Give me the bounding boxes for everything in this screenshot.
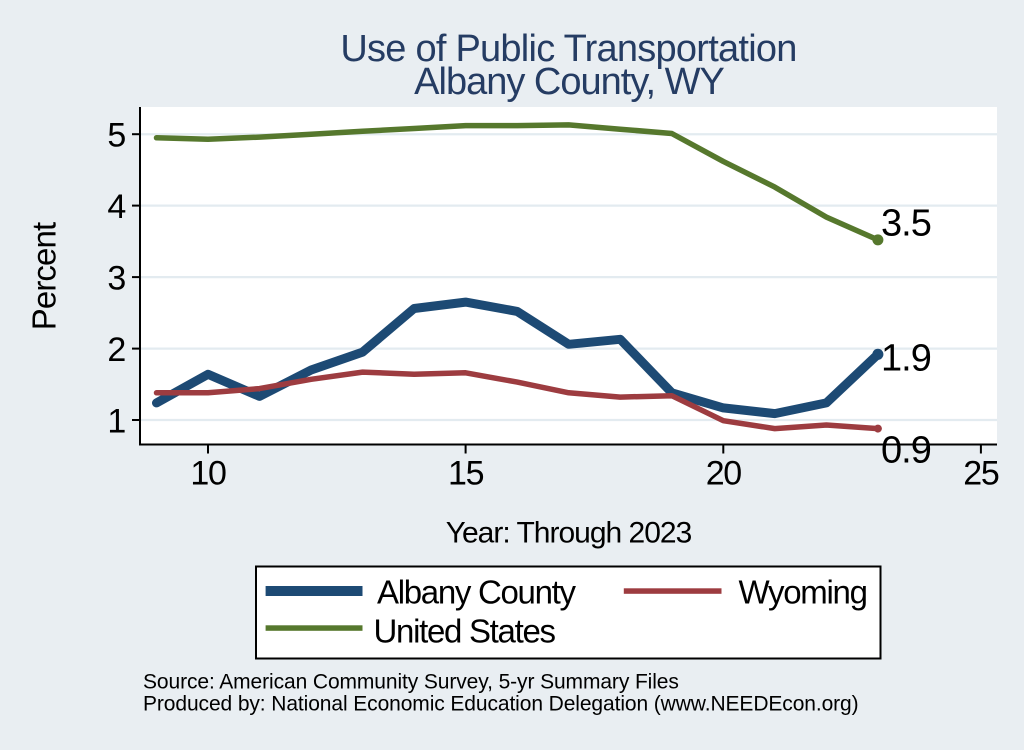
svg-text:Albany County, WY: Albany County, WY [414,61,724,103]
svg-text:3.5: 3.5 [881,203,931,245]
svg-text:10: 10 [190,455,226,493]
svg-text:4: 4 [107,188,125,226]
svg-text:Source: American Community Sur: Source: American Community Survey, 5-yr … [143,671,679,694]
svg-text:25: 25 [963,455,999,493]
svg-text:1: 1 [107,402,125,440]
svg-text:15: 15 [448,455,484,493]
svg-text:Albany County: Albany County [377,574,577,611]
svg-text:Wyoming: Wyoming [739,574,867,611]
svg-text:0.9: 0.9 [881,430,931,472]
svg-text:5: 5 [107,117,125,155]
svg-text:Year: Through 2023: Year: Through 2023 [446,517,692,550]
svg-text:Percent: Percent [26,222,63,330]
svg-text:20: 20 [706,455,742,493]
svg-text:Use of Public Transportation: Use of Public Transportation [340,28,796,70]
svg-text:2: 2 [107,331,125,369]
svg-text:Produced by: National Economic: Produced by: National Economic Education… [143,693,859,716]
svg-text:United States: United States [374,613,556,650]
svg-text:1.9: 1.9 [881,337,931,379]
svg-text:3: 3 [107,259,125,297]
